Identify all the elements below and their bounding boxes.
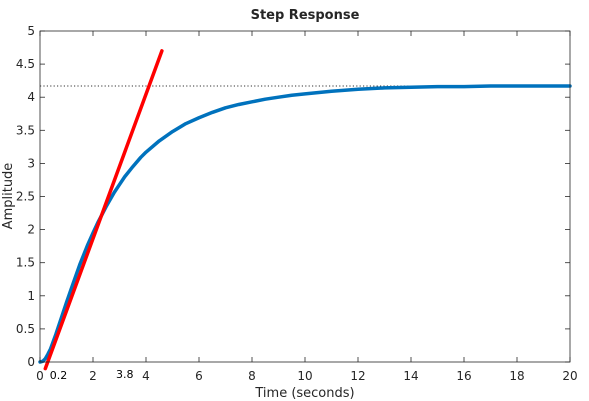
y-tick-label: 3 xyxy=(27,156,35,170)
y-tick-label: 5 xyxy=(27,24,35,38)
x-tick-label: 4 xyxy=(142,369,150,383)
y-tick-label: 1.5 xyxy=(16,256,35,270)
chart-title: Step Response xyxy=(251,8,360,23)
y-tick-label: 1 xyxy=(27,289,35,303)
x-tick-label: 0 xyxy=(36,369,44,383)
x-tick-label: 16 xyxy=(456,369,471,383)
y-tick-label: 0 xyxy=(27,355,35,369)
plot-area xyxy=(40,31,570,362)
x-tick-label: 6 xyxy=(195,369,203,383)
annotation-label: 3.8 xyxy=(116,368,134,381)
x-tick-label: 14 xyxy=(403,369,418,383)
y-tick-label: 0.5 xyxy=(16,322,35,336)
x-axis-label: Time (seconds) xyxy=(254,386,354,401)
y-tick-label: 4 xyxy=(27,90,35,104)
step-response-line xyxy=(38,84,572,364)
x-tick-label: 8 xyxy=(248,369,256,383)
x-tick-label: 18 xyxy=(509,369,524,383)
y-tick-label: 2.5 xyxy=(16,190,35,204)
tangent-line xyxy=(43,49,164,371)
x-tick-label: 2 xyxy=(89,369,97,383)
y-axis-label: Amplitude xyxy=(1,163,16,230)
y-tick-label: 2 xyxy=(27,223,35,237)
x-tick-label: 20 xyxy=(562,369,577,383)
annotation-label: 0.2 xyxy=(50,369,68,382)
x-tick-label: 12 xyxy=(350,369,365,383)
y-tick-label: 4.5 xyxy=(16,57,35,71)
y-tick-label: 3.5 xyxy=(16,123,35,137)
x-tick-label: 10 xyxy=(297,369,312,383)
